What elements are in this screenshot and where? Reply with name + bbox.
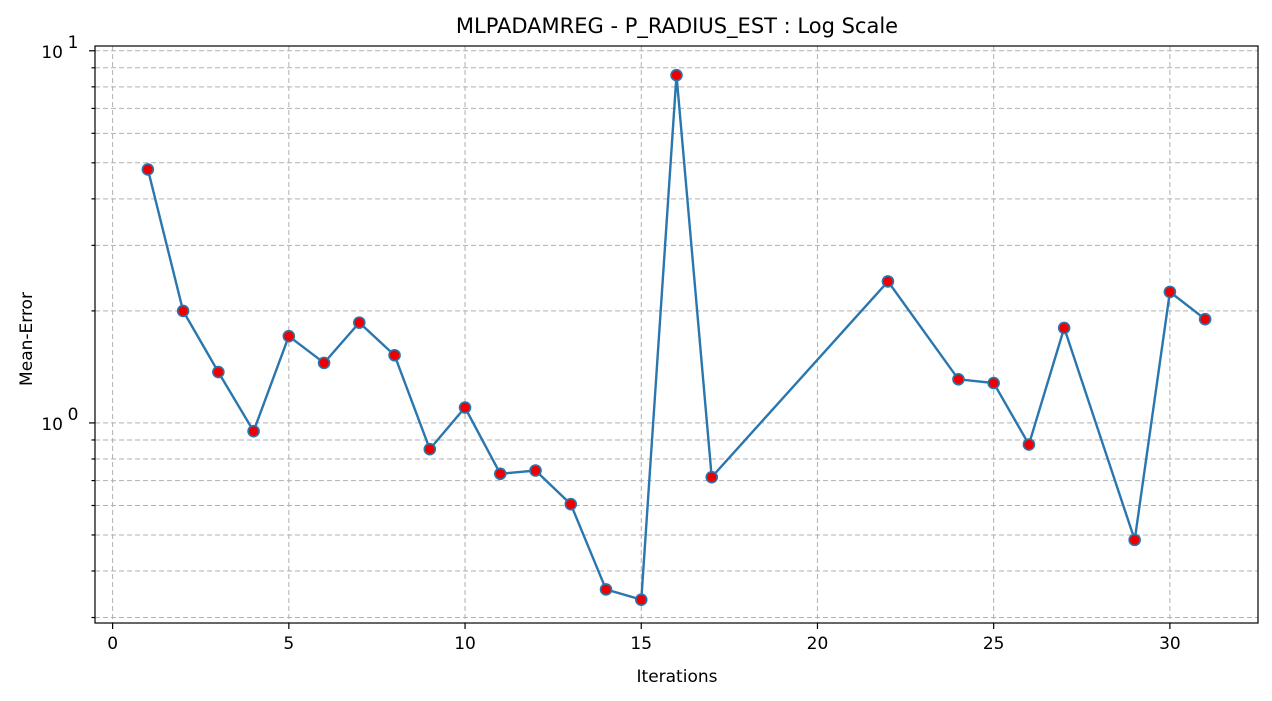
y-tick-exponent: 1 (68, 33, 79, 53)
data-point (529, 464, 542, 477)
data-point (458, 401, 472, 414)
data-point (423, 442, 437, 456)
data-point (282, 329, 296, 343)
x-tick-label: 0 (107, 634, 118, 654)
x-tick-label: 25 (983, 634, 1005, 654)
data-point (881, 275, 895, 288)
chart-title: MLPADAMREG - P_RADIUS_EST : Log Scale (456, 14, 898, 39)
data-point (141, 163, 155, 176)
data-point (1128, 533, 1141, 547)
y-axis-label: Mean-Error (17, 292, 37, 386)
data-point (1198, 312, 1212, 326)
x-tick-label: 30 (1159, 634, 1181, 654)
y-tick-label: 10 (41, 415, 63, 435)
data-point (599, 583, 613, 596)
series-line (146, 75, 1206, 602)
data-point (952, 372, 965, 386)
x-tick-label: 20 (807, 634, 829, 654)
y-tick-label: 10 (41, 43, 63, 63)
data-point (1163, 285, 1177, 299)
data-point (634, 593, 648, 606)
x-tick-label: 5 (283, 634, 294, 654)
data-point (1022, 438, 1036, 451)
data-point (317, 356, 331, 370)
data-point (705, 470, 719, 484)
y-tick-exponent: 0 (68, 405, 79, 425)
grid-layer (95, 46, 1258, 623)
data-point (1057, 321, 1071, 335)
axes-layer (94, 45, 1259, 624)
data-point (353, 316, 366, 329)
data-point (564, 497, 578, 511)
x-tick-label: 10 (454, 634, 476, 654)
data-point (212, 365, 225, 379)
data-point (670, 68, 683, 82)
data-point (247, 424, 260, 438)
plot-frame (94, 45, 1259, 624)
series-layer (141, 68, 1212, 606)
data-point (388, 348, 401, 362)
data-point (493, 467, 507, 481)
data-point (176, 304, 190, 318)
x-axis-label: Iterations (637, 667, 718, 687)
data-point (987, 376, 1000, 390)
x-tick-label: 15 (630, 634, 652, 654)
